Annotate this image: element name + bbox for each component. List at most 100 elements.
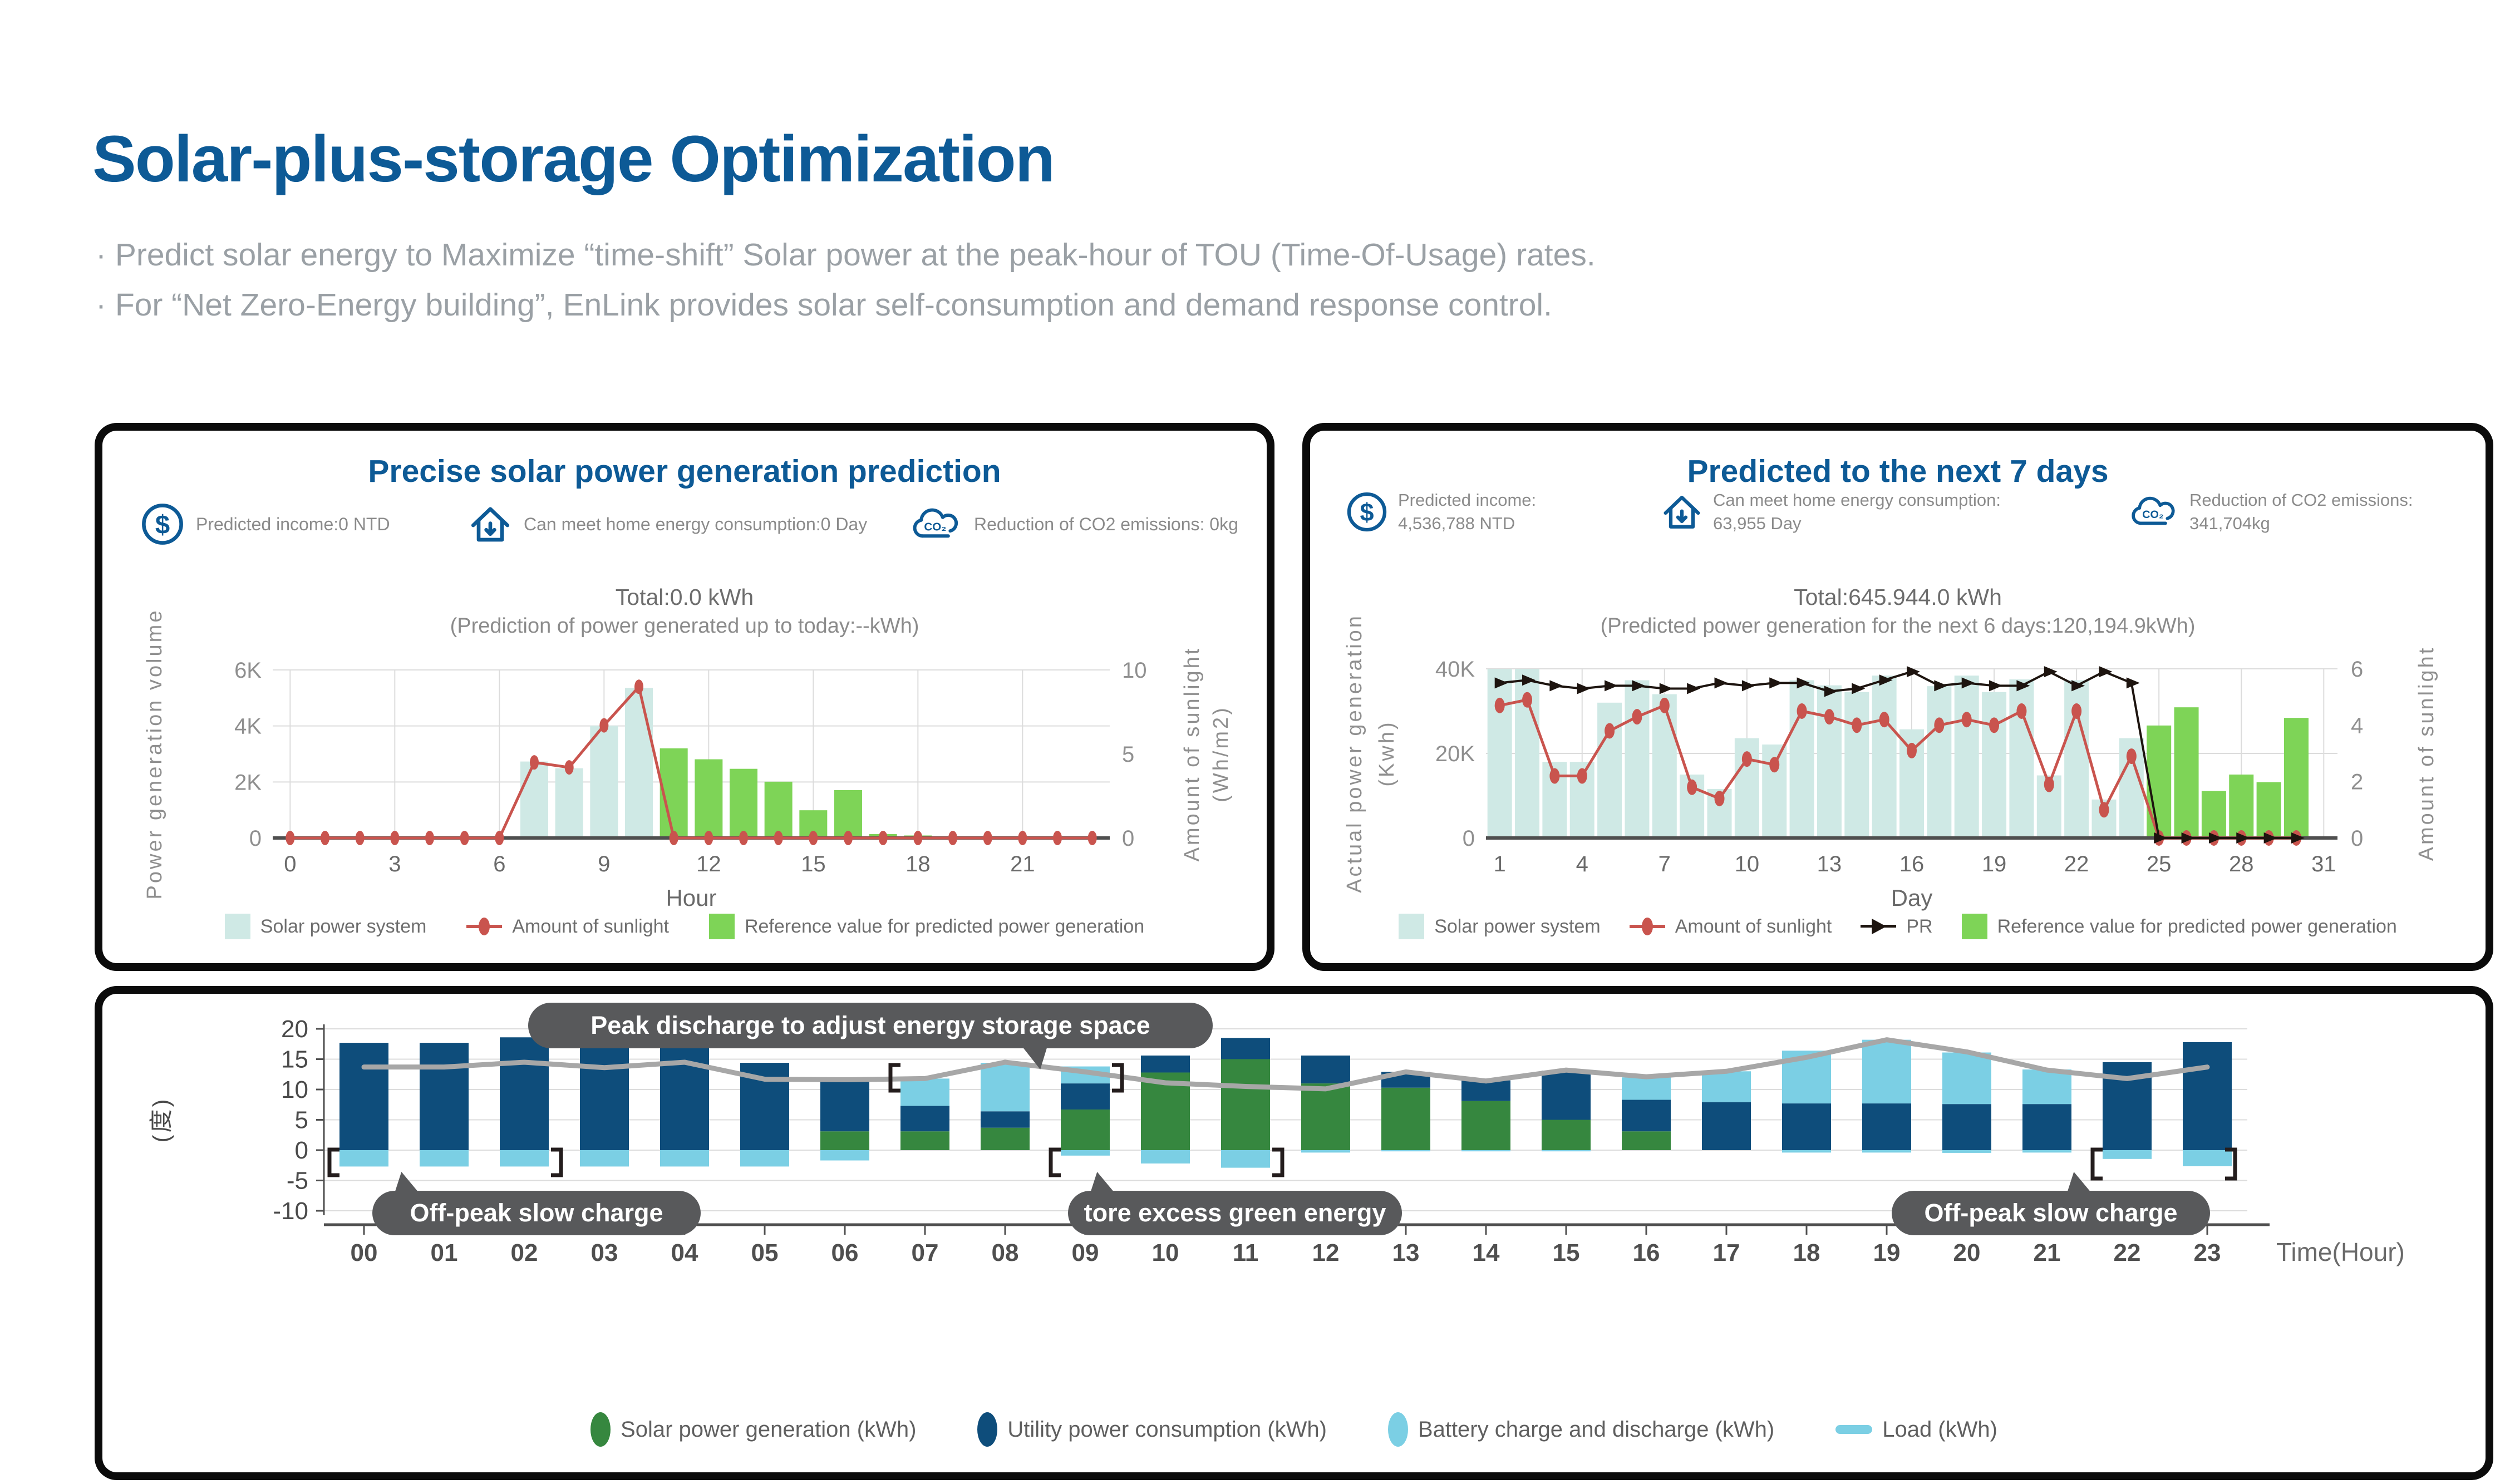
svg-text:0: 0 xyxy=(2351,826,2363,851)
svg-text:08: 08 xyxy=(992,1239,1019,1266)
total-generation: Total:0.0 kWh xyxy=(615,584,754,610)
legend-monthly-chart: Solar power system Amount of sunlight PR Re… xyxy=(1310,914,2486,939)
legend-hourly-chart: Solar power system Amount of sunlight Refe… xyxy=(102,914,1267,939)
svg-text:40K: 40K xyxy=(1435,657,1475,682)
svg-text:19: 19 xyxy=(1982,852,2007,876)
svg-text:-10: -10 xyxy=(273,1197,308,1225)
metric-text: Reduction of CO2 emissions: 341,704kg xyxy=(2189,489,2413,535)
svg-text:7: 7 xyxy=(1658,852,1671,876)
svg-text:$: $ xyxy=(155,510,170,540)
svg-text:15: 15 xyxy=(281,1046,308,1073)
metric-label: Can meet home energy consumption: xyxy=(1713,490,2001,510)
metric-text: Can meet home energy consumption: 63,955 … xyxy=(1713,489,2001,535)
legend-item: Utility power consumption (kWh) xyxy=(977,1412,1327,1447)
annotation-store-energy: tore excess green energy xyxy=(1068,1191,1402,1235)
svg-text:31: 31 xyxy=(2311,852,2336,876)
svg-text:25: 25 xyxy=(2147,852,2172,876)
svg-text:14: 14 xyxy=(1473,1239,1500,1266)
svg-text:18: 18 xyxy=(905,852,931,876)
annotation-offpeak-left: Off-peak slow charge xyxy=(372,1191,701,1235)
svg-text:02: 02 xyxy=(511,1239,538,1266)
panel-next-7-days: Predicted to the next 7 days $ Predicted… xyxy=(1302,423,2493,971)
svg-text:5: 5 xyxy=(1122,742,1134,767)
metric-label: Can meet home energy consumption:0 Day xyxy=(524,514,868,534)
svg-text:Actual power generation: Actual power generation xyxy=(1343,614,1366,893)
legend-label: Reference value for predicted power gene… xyxy=(744,915,1145,937)
legend-swatch-icon xyxy=(224,914,250,939)
legend-item: Reference value for predicted power gene… xyxy=(708,914,1145,939)
legend-swatch-icon xyxy=(1399,914,1425,939)
metric-label: Reduction of CO2 emissions: 0kg xyxy=(974,514,1238,534)
svg-text:4: 4 xyxy=(2351,713,2363,738)
svg-text:0: 0 xyxy=(295,1137,308,1164)
svg-text:15: 15 xyxy=(1553,1239,1580,1266)
svg-text:0: 0 xyxy=(1122,826,1134,851)
legend-daily-chart: Solar power generation (kWh) Utility powe… xyxy=(102,1412,2486,1447)
svg-text:6: 6 xyxy=(2351,657,2363,682)
svg-text:18: 18 xyxy=(1793,1239,1820,1266)
metric-co2-reduction: CO₂ Reduction of CO2 emissions: 0kg xyxy=(908,500,1238,549)
legend-label: Reference value for predicted power gene… xyxy=(1997,915,2397,937)
legend-swatch-icon xyxy=(1835,1425,1873,1434)
legend-item: Amount of sunlight xyxy=(1629,914,1832,939)
dollar-icon: $ xyxy=(1347,492,1387,532)
subtotal-generation: (Prediction of power generated up to tod… xyxy=(450,614,919,638)
co2-cloud-icon: CO₂ xyxy=(2132,496,2175,525)
svg-text:CO₂: CO₂ xyxy=(924,520,946,533)
svg-text:16: 16 xyxy=(1899,852,1925,876)
metric-value: 63,955 Day xyxy=(1713,514,1802,533)
svg-text:4: 4 xyxy=(1576,852,1588,876)
svg-text:Time(Hour): Time(Hour) xyxy=(2276,1238,2405,1266)
svg-text:Amount of sunlight: Amount of sunlight xyxy=(2415,646,2438,861)
panel-precise-prediction: Precise solar power generation predictio… xyxy=(95,423,1274,971)
annotation-peak-discharge: Peak discharge to adjust energy storage … xyxy=(528,1003,1213,1048)
legend-label: Solar power system xyxy=(1434,915,1601,937)
panel-daily-schedule: Peak discharge to adjust energy storage … xyxy=(95,986,2493,1480)
svg-text:Day: Day xyxy=(1891,885,1933,911)
bullet-net-zero: · For “Net Zero-Energy building”, EnLink… xyxy=(96,287,1552,323)
legend-swatch-icon xyxy=(977,1412,998,1447)
svg-text:13: 13 xyxy=(1817,852,1842,876)
legend-label: Amount of sunlight xyxy=(1675,915,1832,937)
home-icon xyxy=(1664,495,1700,529)
svg-text:05: 05 xyxy=(751,1239,779,1266)
legend-item: Amount of sunlight xyxy=(466,914,669,939)
legend-label: Load (kWh) xyxy=(1882,1417,1997,1442)
svg-text:12: 12 xyxy=(696,852,721,876)
monthly-chart-svg: 0 20K 40K 0 2 4 6 1 4 7 10 13 16 19 22 25 28 31 Day Actual … xyxy=(1343,614,2438,911)
legend-item: Load (kWh) xyxy=(1835,1417,1997,1442)
svg-text:06: 06 xyxy=(831,1239,859,1266)
legend-label: Solar power system xyxy=(260,915,427,937)
svg-text:5: 5 xyxy=(295,1107,308,1134)
svg-text:00: 00 xyxy=(351,1239,378,1266)
legend-swatch-icon xyxy=(1629,914,1665,939)
metric-predicted-income: $ Predicted income: 4,536,788 NTD xyxy=(1345,489,1536,535)
co2-cloud-icon: CO₂ xyxy=(913,508,958,538)
svg-text:(Kwh): (Kwh) xyxy=(1375,720,1399,786)
svg-text:11: 11 xyxy=(1233,1239,1259,1266)
svg-text:23: 23 xyxy=(2194,1239,2221,1266)
svg-text:09: 09 xyxy=(1072,1239,1099,1266)
metric-home-energy: Can meet home energy consumption:0 Day xyxy=(467,500,867,549)
dollar-icon: $ xyxy=(142,504,183,545)
metric-label: Reduction of CO2 emissions: xyxy=(2189,490,2413,510)
svg-text:(度): (度) xyxy=(148,1097,174,1143)
metric-label: Predicted income: xyxy=(1398,490,1537,510)
svg-text:10: 10 xyxy=(1735,852,1760,876)
svg-text:1: 1 xyxy=(1494,852,1506,876)
svg-text:Amount of sunlight: Amount of sunlight xyxy=(1180,647,1204,862)
svg-text:4K: 4K xyxy=(234,714,262,739)
svg-text:2K: 2K xyxy=(234,770,262,795)
metric-co2-reduction: CO₂ Reduction of CO2 emissions: 341,704kg xyxy=(2127,489,2413,535)
legend-swatch-icon xyxy=(466,914,503,939)
total-generation: Total:645.944.0 kWh xyxy=(1794,584,2002,610)
svg-text:12: 12 xyxy=(1312,1239,1340,1266)
svg-text:9: 9 xyxy=(598,852,610,876)
svg-text:-5: -5 xyxy=(287,1167,308,1195)
legend-label: Solar power generation (kWh) xyxy=(621,1417,917,1442)
legend-swatch-icon xyxy=(708,914,735,939)
svg-text:17: 17 xyxy=(1713,1239,1740,1266)
svg-text:6K: 6K xyxy=(234,658,262,683)
bullet-predict: · Predict solar energy to Maximize “time… xyxy=(96,237,1596,273)
metric-value: 341,704kg xyxy=(2189,514,2270,533)
